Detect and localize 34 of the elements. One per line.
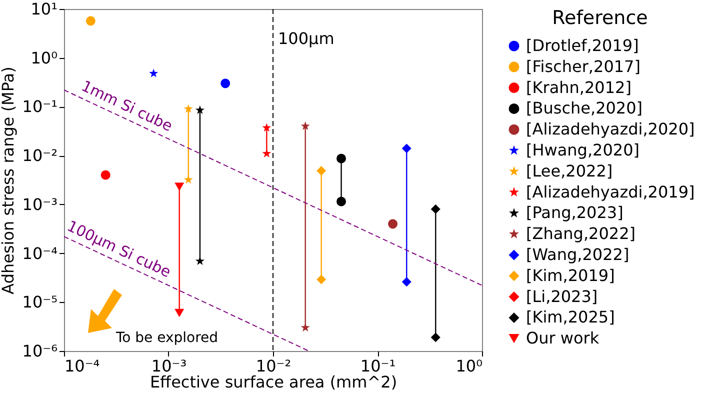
legend-label: [Alizadehyazdi,2020]: [526, 120, 695, 139]
legend-label: [Kim,2025]: [526, 308, 615, 327]
legend-label: [Zhang,2022]: [526, 224, 636, 244]
legend-label: [Hwang,2020]: [526, 140, 640, 160]
y-tick-label: 10⁻³: [22, 194, 58, 214]
legend-label: [Krahn,2012]: [526, 78, 632, 97]
y-tick-label: 10⁻⁶: [22, 342, 58, 360]
legend-label: [Li,2023]: [526, 286, 598, 306]
x-tick-label: 10⁻¹: [360, 356, 396, 376]
y-tick-label: 10⁻⁵: [22, 292, 58, 312]
annotation: 1mm Si cube: [78, 76, 176, 136]
x-tick-label: 10⁰: [456, 356, 482, 376]
legend-label: [Kim,2019]: [526, 266, 615, 285]
legend-label: [Fischer,2017]: [526, 56, 640, 76]
annotation: To be explored: [114, 330, 218, 346]
y-tick-label: 10¹: [30, 0, 58, 18]
y-tick-label: 10⁰: [30, 48, 58, 68]
y-axis-title: Adhesion stress range (MPa): [0, 66, 18, 294]
legend-label: [Pang,2023]: [526, 203, 624, 222]
ref-line-label: 100µm: [278, 29, 334, 48]
legend-title: Reference: [552, 7, 648, 29]
legend-label: [Lee,2022]: [526, 161, 613, 180]
y-tick-label: 10⁻¹: [22, 97, 58, 116]
legend-label: Our work: [526, 328, 600, 348]
legend-label: [Busche,2020]: [526, 98, 643, 118]
y-tick-label: 10⁻⁴: [22, 244, 58, 263]
legend-label: [Drotlef,2019]: [526, 36, 639, 55]
legend-label: [Alizadehyazdi,2019]: [526, 182, 695, 202]
y-tick-label: 10⁻²: [22, 146, 58, 166]
x-tick-label: 10⁻²: [256, 356, 292, 376]
x-tick-label: 10⁻³: [151, 356, 187, 376]
legend-label: [Wang,2022]: [526, 245, 630, 264]
x-tick-label: 10⁻⁴: [64, 356, 100, 376]
x-axis-title: Effective surface area (mm^2): [150, 372, 398, 392]
